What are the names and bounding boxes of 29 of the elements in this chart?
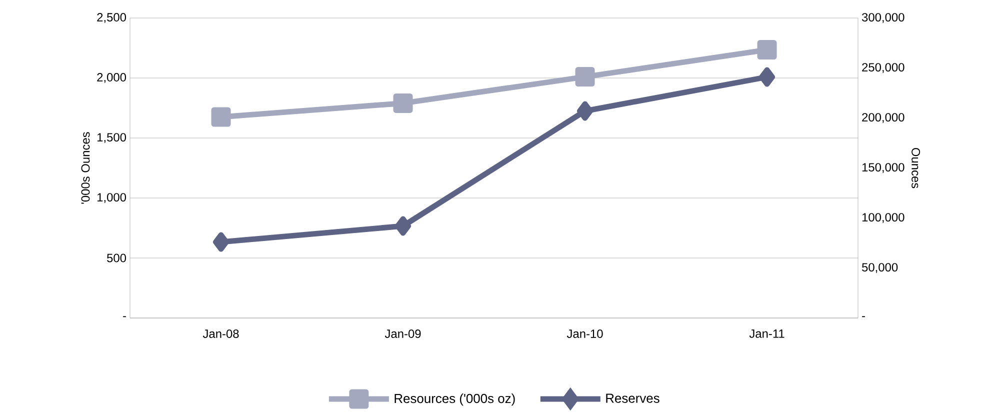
point	[393, 93, 413, 113]
point	[213, 232, 230, 252]
x-tick-label: Jan-11	[749, 330, 784, 338]
point	[575, 67, 595, 87]
y2-tick-label: 50,000	[862, 263, 898, 273]
x-tick-label: Jan-08	[202, 330, 239, 338]
y2-tick-label: 300,000	[862, 13, 904, 23]
y2-tick-label: -	[862, 316, 865, 318]
y2-tick-label: 100,000	[862, 213, 904, 223]
y-tick-label: -	[123, 316, 126, 318]
legend-label: Reserves	[606, 394, 660, 403]
x-tick-label: Jan-09	[384, 330, 421, 338]
legend-label: Resources ('000s oz)	[394, 394, 515, 406]
y2-tick-label: 250,000	[862, 63, 904, 73]
y-tick-label: 1,000	[97, 193, 126, 203]
point	[759, 67, 776, 87]
y-tick-label: 1,500	[97, 133, 126, 143]
y-tick-label: 2,000	[97, 73, 126, 83]
y2-tick-label: 200,000	[862, 113, 904, 123]
point	[211, 107, 231, 127]
point	[757, 40, 777, 60]
y2-tick-label: 150,000	[862, 163, 904, 173]
y-axis-title: '000s Ounces	[81, 132, 90, 204]
x-tick-label: Jan-10	[566, 330, 603, 338]
point	[577, 101, 594, 121]
y2-axis-title: Ounces	[912, 148, 920, 188]
y-tick-label: 500	[107, 254, 126, 262]
point	[395, 216, 412, 236]
y-tick-label: 2,500	[97, 13, 126, 23]
